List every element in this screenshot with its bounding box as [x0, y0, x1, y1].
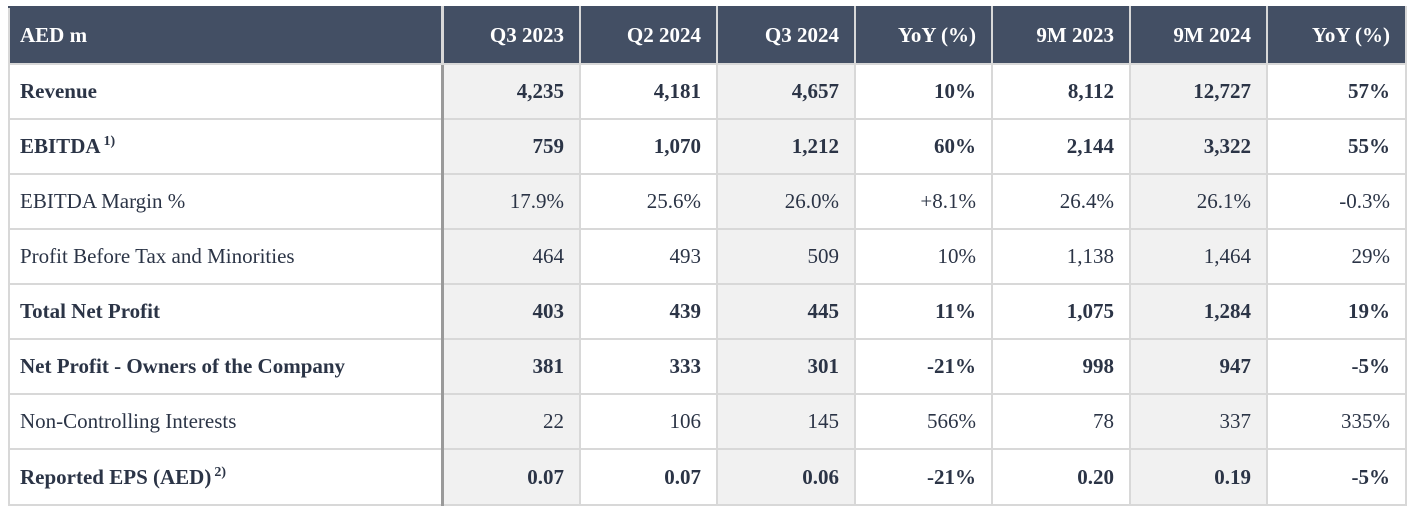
- cell-9m-yoy: 57%: [1266, 63, 1407, 120]
- column-header-quarter-yoy: YoY (%): [854, 6, 993, 65]
- row-label-cell: EBITDA Margin %: [8, 173, 443, 230]
- cell-q3-2023: 17.9%: [440, 173, 581, 230]
- cell-9m-yoy: -0.3%: [1266, 173, 1407, 230]
- row-label: Reported EPS (AED): [20, 464, 212, 489]
- row-label-cell: Reported EPS (AED) 2): [8, 448, 443, 506]
- table-row-ebitda: EBITDA 1) 759 1,070 1,212 60% 2,144 3,322 55%: [8, 118, 1407, 175]
- cell-9m-yoy: -5%: [1266, 448, 1407, 506]
- cell-q3-2023: 22: [440, 393, 581, 450]
- cell-q3-2024: 145: [716, 393, 856, 450]
- header-row: AED m Q3 2023 Q2 2024 Q3 2024 YoY (%) 9M…: [8, 6, 1407, 65]
- cell-q3-2024: 445: [716, 283, 856, 340]
- table-row-ebitda-margin: EBITDA Margin % 17.9% 25.6% 26.0% +8.1% 26.4%…: [8, 173, 1407, 230]
- cell-quarter-yoy: 10%: [854, 228, 993, 285]
- cell-q2-2024: 1,070: [579, 118, 718, 175]
- row-label: Net Profit - Owners of the Company: [20, 354, 346, 378]
- row-label-cell: EBITDA 1): [8, 118, 443, 175]
- column-header-unit: AED m: [8, 6, 443, 65]
- table-row-net-profit-owners: Net Profit - Owners of the Company 381 333…: [8, 338, 1407, 395]
- cell-9m-2023: 26.4%: [991, 173, 1131, 230]
- column-header-q3-2023: Q3 2023: [440, 6, 581, 65]
- cell-quarter-yoy: 566%: [854, 393, 993, 450]
- cell-q3-2023: 381: [440, 338, 581, 395]
- cell-q3-2023: 403: [440, 283, 581, 340]
- row-label-cell: Net Profit - Owners of the Company: [8, 338, 443, 395]
- cell-q2-2024: 25.6%: [579, 173, 718, 230]
- column-header-q3-2024: Q3 2024: [716, 6, 856, 65]
- row-label: Profit Before Tax and Minorities: [20, 244, 295, 268]
- footnote-marker: 1): [103, 134, 116, 149]
- table-row-total-net-profit: Total Net Profit 403 439 445 11% 1,075 1,284 19…: [8, 283, 1407, 340]
- row-label: Revenue: [20, 79, 97, 103]
- column-header-9m-2024: 9M 2024: [1129, 6, 1268, 65]
- cell-9m-2023: 998: [991, 338, 1131, 395]
- cell-quarter-yoy: 10%: [854, 63, 993, 120]
- cell-9m-2024: 0.19: [1129, 448, 1268, 506]
- cell-9m-2024: 3,322: [1129, 118, 1268, 175]
- row-label: EBITDA: [20, 134, 101, 158]
- row-label: Total Net Profit: [20, 299, 160, 323]
- cell-9m-2023: 0.20: [991, 448, 1131, 506]
- cell-9m-2023: 1,075: [991, 283, 1131, 340]
- cell-quarter-yoy: +8.1%: [854, 173, 993, 230]
- cell-9m-yoy: 335%: [1266, 393, 1407, 450]
- cell-q3-2023: 759: [440, 118, 581, 175]
- cell-q2-2024: 493: [579, 228, 718, 285]
- cell-9m-yoy: 19%: [1266, 283, 1407, 340]
- row-label: Non-Controlling Interests: [20, 409, 237, 433]
- cell-q3-2023: 4,235: [440, 63, 581, 120]
- cell-q3-2024: 1,212: [716, 118, 856, 175]
- column-header-9m-2023: 9M 2023: [991, 6, 1131, 65]
- column-header-9m-yoy: YoY (%): [1266, 6, 1407, 65]
- cell-q2-2024: 0.07: [579, 448, 718, 506]
- table-row-reported-eps: Reported EPS (AED) 2) 0.07 0.07 0.06 -21% 0.20…: [8, 448, 1407, 506]
- cell-9m-2024: 337: [1129, 393, 1268, 450]
- row-label-cell: Revenue: [8, 63, 443, 120]
- cell-9m-yoy: 29%: [1266, 228, 1407, 285]
- column-header-q2-2024: Q2 2024: [579, 6, 718, 65]
- cell-q2-2024: 439: [579, 283, 718, 340]
- cell-9m-yoy: 55%: [1266, 118, 1407, 175]
- cell-q2-2024: 333: [579, 338, 718, 395]
- cell-9m-2023: 8,112: [991, 63, 1131, 120]
- cell-quarter-yoy: 60%: [854, 118, 993, 175]
- table-row-profit-before-tax: Profit Before Tax and Minorities 464 493 50…: [8, 228, 1407, 285]
- cell-q3-2023: 464: [440, 228, 581, 285]
- cell-quarter-yoy: -21%: [854, 338, 993, 395]
- cell-q3-2024: 509: [716, 228, 856, 285]
- cell-9m-yoy: -5%: [1266, 338, 1407, 395]
- cell-q3-2024: 26.0%: [716, 173, 856, 230]
- cell-9m-2024: 1,464: [1129, 228, 1268, 285]
- cell-q3-2024: 0.06: [716, 448, 856, 506]
- cell-9m-2024: 26.1%: [1129, 173, 1268, 230]
- footnote-marker: 2): [214, 464, 226, 480]
- cell-quarter-yoy: -21%: [854, 448, 993, 506]
- cell-9m-2023: 78: [991, 393, 1131, 450]
- row-label-cell: Profit Before Tax and Minorities: [8, 228, 443, 285]
- table-row-non-controlling-interests: Non-Controlling Interests 22 106 145 566% 78 3…: [8, 393, 1407, 450]
- cell-9m-2024: 12,727: [1129, 63, 1268, 120]
- cell-9m-2023: 1,138: [991, 228, 1131, 285]
- cell-quarter-yoy: 11%: [854, 283, 993, 340]
- cell-q3-2024: 4,657: [716, 63, 856, 120]
- row-label: EBITDA Margin %: [20, 189, 186, 213]
- cell-9m-2024: 1,284: [1129, 283, 1268, 340]
- cell-q3-2023: 0.07: [440, 448, 581, 506]
- cell-q3-2024: 301: [716, 338, 856, 395]
- row-label-cell: Total Net Profit: [8, 283, 443, 340]
- table-row-revenue: Revenue 4,235 4,181 4,657 10% 8,112 12,727 57%: [8, 63, 1407, 120]
- financial-summary-table: AED m Q3 2023 Q2 2024 Q3 2024 YoY (%) 9M…: [8, 6, 1407, 506]
- cell-9m-2024: 947: [1129, 338, 1268, 395]
- row-label-cell: Non-Controlling Interests: [8, 393, 443, 450]
- cell-q2-2024: 4,181: [579, 63, 718, 120]
- cell-9m-2023: 2,144: [991, 118, 1131, 175]
- cell-q2-2024: 106: [579, 393, 718, 450]
